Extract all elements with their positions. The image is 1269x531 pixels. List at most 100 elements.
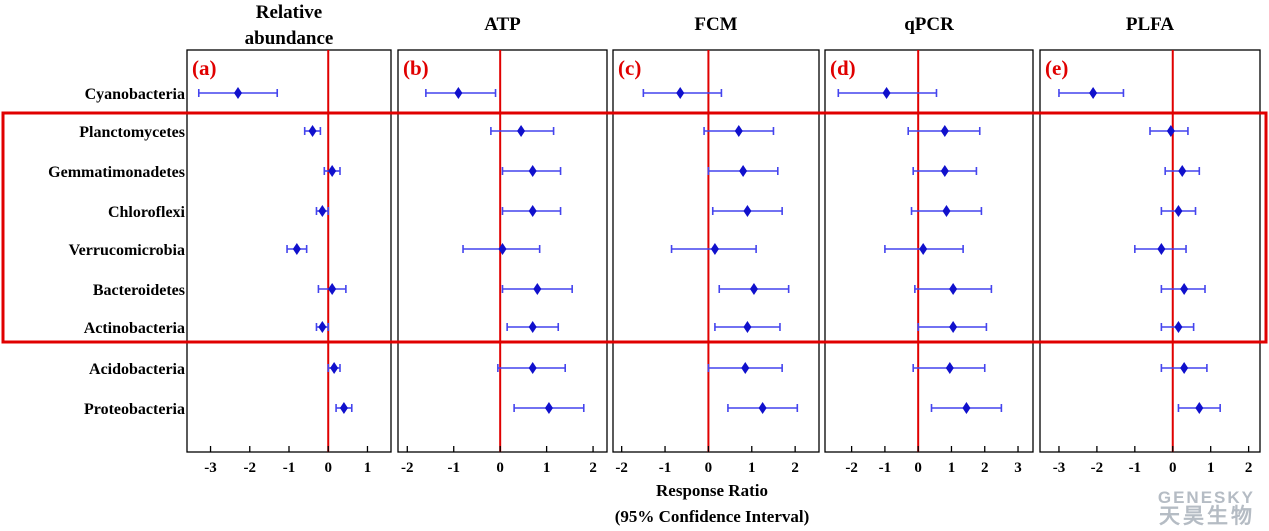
- category-label: Verrucomicrobia: [69, 242, 185, 259]
- mean-marker: [454, 87, 463, 99]
- x-tick-label: -1: [659, 460, 672, 476]
- ci-point: [930, 402, 1003, 414]
- x-tick-label: -1: [879, 460, 892, 476]
- x-tick-label: -1: [447, 460, 460, 476]
- mean-marker: [328, 283, 337, 295]
- ci-point: [1058, 87, 1125, 99]
- x-tick-label: -1: [283, 460, 296, 476]
- category-label: Acidobacteria: [89, 361, 185, 378]
- ci-point: [1160, 283, 1206, 295]
- panel: -3 -2 -1 0 1 2 (e): [1039, 49, 1261, 476]
- x-tick-label: 1: [748, 460, 756, 476]
- ci-point: [727, 402, 799, 414]
- ci-point: [907, 125, 981, 137]
- panel: -2 -1 0 1 2 3 (d): [824, 49, 1034, 476]
- panel-frame: [397, 49, 608, 453]
- ci-point: [323, 165, 341, 177]
- ci-point: [315, 321, 330, 333]
- panel-label: (d): [830, 56, 856, 80]
- mean-marker: [1178, 165, 1187, 177]
- ci-point: [917, 321, 988, 333]
- x-tick-label: 0: [705, 460, 713, 476]
- mean-marker: [940, 165, 949, 177]
- panel-frame: [824, 49, 1034, 453]
- panel-frame: [612, 49, 820, 453]
- ci-point: [707, 165, 779, 177]
- mean-marker: [1180, 362, 1189, 374]
- ci-point: [425, 87, 497, 99]
- panel-title: ATP: [484, 14, 521, 35]
- mean-marker: [1174, 321, 1183, 333]
- panel-frame: [1039, 49, 1261, 453]
- mean-marker: [533, 283, 542, 295]
- panel-title: Relative: [256, 2, 322, 23]
- category-label: Planctomycetes: [79, 124, 185, 141]
- ci-point: [197, 87, 279, 99]
- x-tick-label: -1: [1129, 460, 1142, 476]
- ci-point: [914, 283, 993, 295]
- ci-point: [501, 205, 562, 217]
- watermark-line2: 天昊生物: [1159, 505, 1255, 528]
- mean-marker: [949, 283, 958, 295]
- category-label: Actinobacteria: [84, 320, 185, 337]
- mean-marker: [1195, 402, 1204, 414]
- mean-marker: [1166, 125, 1175, 137]
- ci-point: [642, 87, 723, 99]
- ci-point: [335, 402, 353, 414]
- panel-title: abundance: [245, 28, 334, 49]
- mean-marker: [318, 321, 327, 333]
- x-tick-label: -2: [1091, 460, 1104, 476]
- category-label: Bacteroidetes: [93, 282, 185, 299]
- ci-point: [497, 362, 567, 374]
- mean-marker: [882, 87, 891, 99]
- mean-marker: [308, 125, 317, 137]
- ci-point: [837, 87, 938, 99]
- mean-marker: [1174, 205, 1183, 217]
- mean-marker: [292, 243, 301, 255]
- ci-point: [317, 283, 347, 295]
- mean-marker: [743, 205, 752, 217]
- ci-point: [513, 402, 585, 414]
- x-tick-label: -2: [845, 460, 858, 476]
- x-tick-label: -2: [244, 460, 257, 476]
- ci-point: [884, 243, 964, 255]
- panel-title: PLFA: [1126, 14, 1174, 35]
- ci-point: [1160, 362, 1208, 374]
- x-tick-label: -2: [401, 460, 414, 476]
- ci-point: [1134, 243, 1187, 255]
- x-tick-label: 0: [914, 460, 922, 476]
- mean-marker: [940, 125, 949, 137]
- mean-marker: [919, 243, 928, 255]
- x-tick-label: 2: [1245, 460, 1253, 476]
- panel-title: qPCR: [904, 14, 954, 35]
- ci-point: [707, 362, 783, 374]
- mean-marker: [945, 362, 954, 374]
- ci-point: [711, 205, 783, 217]
- ci-point: [912, 165, 978, 177]
- mean-marker: [330, 362, 339, 374]
- panel-label: (b): [403, 56, 429, 80]
- ci-point: [1149, 125, 1189, 137]
- mean-marker: [734, 125, 743, 137]
- highlight-box: [1, 111, 1268, 344]
- category-label: Gemmatimonadetes: [48, 164, 185, 181]
- ci-point: [327, 362, 341, 374]
- panel-frame: [186, 49, 392, 453]
- ci-point: [1177, 402, 1221, 414]
- ci-point: [286, 243, 308, 255]
- ci-point: [714, 321, 781, 333]
- mean-marker: [962, 402, 971, 414]
- x-tick-label: 2: [791, 460, 799, 476]
- panel-titles: Relative abundance ATP FCM qPCR PLFA: [245, 2, 1175, 49]
- watermark: GENESKY 天昊生物: [1158, 489, 1255, 527]
- mean-marker: [942, 205, 951, 217]
- x-tick-label: 3: [1014, 460, 1022, 476]
- mean-marker: [758, 402, 767, 414]
- ci-point: [1164, 165, 1201, 177]
- ci-point: [718, 283, 790, 295]
- mean-marker: [741, 362, 750, 374]
- mean-marker: [710, 243, 719, 255]
- mean-marker: [528, 165, 537, 177]
- x-tick-label: 2: [589, 460, 597, 476]
